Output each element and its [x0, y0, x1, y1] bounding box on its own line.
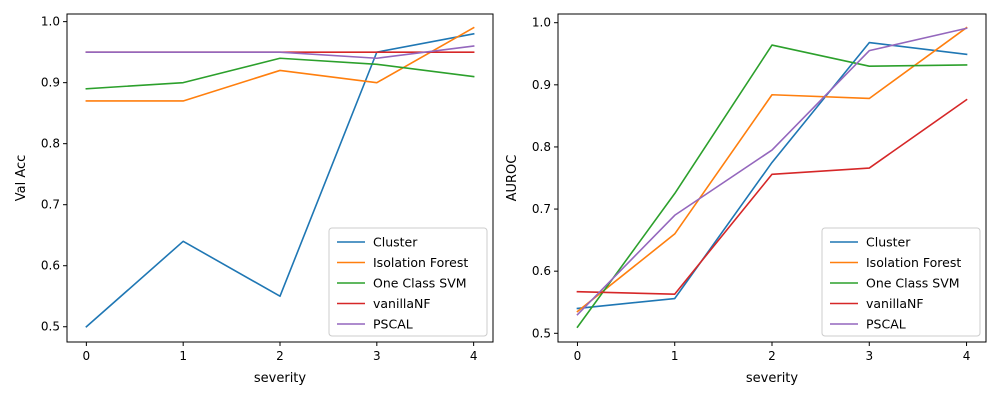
chart-1-legend-label: PSCAL: [373, 317, 413, 332]
chart-2-legend-label: Cluster: [866, 235, 911, 250]
chart-1-legend-label: Isolation Forest: [373, 255, 468, 270]
chart-1-x-tick-label: 3: [373, 349, 381, 363]
chart-1-y-tick-label: 0.6: [41, 259, 60, 273]
chart-2-legend-label: Isolation Forest: [866, 255, 961, 270]
chart-1-y-axis-label: Val Acc: [14, 155, 29, 202]
chart-2-x-tick-label: 0: [574, 349, 582, 363]
chart-2-x-tick-label: 3: [865, 349, 873, 363]
chart-2-y-tick-label: 0.6: [532, 264, 551, 278]
chart-1-legend-label: vanillaNF: [373, 296, 431, 311]
chart-2-legend-label: vanillaNF: [866, 296, 924, 311]
chart-2-y-tick-label: 0.5: [532, 326, 551, 340]
chart-1-x-axis-label: severity: [254, 371, 307, 386]
chart-2-series-line-one-class-svm: [576, 44, 968, 329]
chart-2-legend-label: PSCAL: [866, 317, 906, 332]
chart-2-y-tick-label: 0.9: [532, 78, 551, 92]
chart-1-legend-label: Cluster: [373, 235, 418, 250]
chart-2-x-tick-label: 4: [963, 349, 971, 363]
chart-1-series-line-pscal: [85, 45, 475, 60]
chart-1-series-line-isolation-forest: [85, 26, 475, 102]
chart-2-series-line-isolation-forest: [576, 26, 968, 313]
chart-2-x-tick-label: 2: [768, 349, 776, 363]
chart-2-y-tick-label: 1.0: [532, 16, 551, 30]
chart-2-series-line-vanillanf: [576, 98, 968, 295]
chart-1-y-tick-label: 0.7: [41, 198, 60, 212]
chart-1-x-tick-label: 0: [83, 349, 91, 363]
chart-1-legend-frame: [328, 227, 488, 337]
chart-1-x-tick-label: 2: [276, 349, 284, 363]
chart-2-x-tick-label: 1: [671, 349, 679, 363]
chart-2-y-axis-label: AUROC: [505, 155, 520, 202]
chart-2-x-axis-label: severity: [746, 371, 799, 386]
chart-1-legend: Cluster Isolation Forest One Class SVM vani…: [328, 227, 488, 337]
chart-1-x-tick-label: 1: [179, 349, 187, 363]
chart-1: 0 1 2 3 4 0.5 0.6 0.7 0.8 0.9 1.0 severity Val Acc Cl…: [14, 13, 494, 386]
chart-2-series-line-pscal: [576, 27, 968, 316]
chart-1-legend-label: One Class SVM: [373, 276, 467, 291]
chart-1-y-tick-label: 0.5: [41, 320, 60, 334]
chart-1-x-tick-label: 4: [470, 349, 478, 363]
chart-2-series-line-cluster: [576, 41, 968, 310]
chart-2-y-tick-label: 0.8: [532, 140, 551, 154]
chart-2-legend-frame: [821, 227, 981, 337]
chart-1-series-line-cluster: [85, 32, 475, 328]
chart-2-legend-label: One Class SVM: [866, 276, 960, 291]
chart-2: 0 1 2 3 4 0.5 0.6 0.7 0.8 0.9 1.0 severity AUROC Clus…: [505, 13, 987, 386]
chart-1-series-line-one-class-svm: [85, 57, 475, 90]
chart-1-y-tick-label: 0.9: [41, 76, 60, 90]
chart-1-y-tick-label: 0.8: [41, 137, 60, 151]
chart-2-legend: Cluster Isolation Forest One Class SVM vani…: [821, 227, 981, 337]
chart-2-y-tick-label: 0.7: [532, 202, 551, 216]
chart-1-y-tick-label: 1.0: [41, 15, 60, 29]
